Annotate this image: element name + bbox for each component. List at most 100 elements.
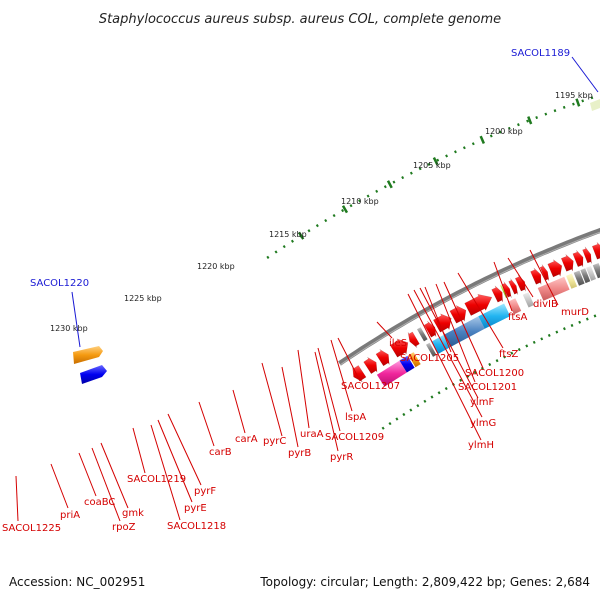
scale-tick-dot-inner (525, 344, 529, 348)
scale-tick-dot-inner (540, 337, 544, 341)
scale-tick-dot (358, 199, 362, 203)
label-ylmF: ylmF (470, 397, 494, 408)
scale-tick-dot-inner (502, 355, 506, 359)
leader-line (91, 447, 121, 522)
map-title: Staphylococcus aureus subsp. aureus COL,… (99, 12, 501, 27)
gene-block-class (522, 292, 535, 308)
label-carA: carA (235, 434, 258, 445)
scale-label-1230: 1230 kbp (50, 324, 88, 333)
gene-features (73, 99, 600, 387)
label-pyrF: pyrF (194, 486, 216, 497)
leader-line (330, 339, 353, 412)
scale-tick-dot (590, 96, 594, 100)
label-pyrE: pyrE (184, 503, 207, 514)
leader-line (261, 362, 283, 437)
scale-tick-dot (266, 255, 270, 260)
scale-tick-dot (349, 204, 353, 208)
scale-tick-dot-inner (555, 330, 559, 334)
leader-line (337, 337, 361, 382)
leader-line (78, 452, 97, 497)
gene-arrow-forward (491, 285, 503, 303)
scale-tick-dot-inner (459, 378, 463, 382)
label-sacol1200: SACOL1200 (465, 368, 524, 379)
scale-tick-dot-inner (488, 362, 492, 367)
scale-tick-dot (544, 112, 548, 116)
label-sacol1218: SACOL1218 (167, 521, 226, 532)
scale-tick-dot-inner (416, 404, 420, 408)
leader-line (493, 261, 513, 312)
scale-tick-dot-inner (585, 317, 589, 321)
gene-arrow-forward (464, 293, 493, 316)
gene-block-class (586, 266, 596, 281)
gene-block-class (399, 355, 415, 373)
scale-tick-dot (489, 134, 493, 138)
label-pyrR: pyrR (330, 452, 353, 463)
scale-tick-dot (324, 218, 328, 223)
label-coaBC: coaBC (84, 497, 115, 508)
leader-line (419, 287, 479, 399)
scale-tick-dot-inner (466, 374, 470, 378)
scale-tick-dot-inner (381, 426, 385, 430)
label-uraA: uraA (300, 429, 324, 440)
scale-tick-dot-inner (409, 408, 413, 412)
scale-tick-dot (436, 158, 440, 162)
scale-tick-dot (341, 208, 345, 213)
gene-block-class (537, 276, 570, 301)
scale-tick-dot (418, 167, 422, 171)
label-pyrB: pyrB (288, 448, 311, 459)
gene-arrow-forward (530, 267, 542, 285)
leader-line (157, 419, 193, 503)
label-sacol1225: SACOL1225 (2, 523, 61, 534)
gene-block-class (592, 263, 600, 279)
label-leader-lines (15, 56, 599, 522)
leader-line (407, 293, 482, 441)
scale-tick-major (341, 205, 349, 214)
gene-arrow-forward (547, 258, 563, 278)
label-pyrC: pyrC (263, 436, 286, 447)
scale-tick-dot-inner (593, 314, 597, 318)
scale-tick-dot (507, 126, 511, 130)
scale-tick-dot (454, 150, 457, 154)
leader-line (71, 291, 81, 348)
gene-arrow-reverse (407, 331, 420, 348)
scale-tick-dot (498, 130, 502, 134)
gene-arrow-forward (560, 254, 574, 273)
gene-arrow-forward (572, 250, 584, 268)
scale-tick-dot-inner (547, 333, 551, 337)
gene-arrow-forward (539, 264, 550, 282)
gene-block-class (478, 303, 511, 329)
gene-block-class (443, 316, 485, 347)
label-ylmH: ylmH (468, 440, 494, 451)
leader-line (100, 442, 129, 509)
scale-tick-dot-inner (395, 417, 399, 421)
gene-arrow-forward (582, 246, 592, 264)
gene-arrow-forward (423, 320, 437, 338)
leader-line (507, 257, 534, 298)
scale-tick-dot (427, 162, 431, 166)
leader-line (281, 366, 299, 448)
scale-tick-dot (409, 171, 413, 175)
scale-label-1225: 1225 kbp (124, 294, 162, 303)
scale-tick-dot (392, 180, 396, 184)
scale-tick-major (527, 116, 533, 125)
leader-line (413, 289, 483, 418)
scale-label-1215: 1215 kbp (269, 230, 307, 239)
leader-line (435, 283, 476, 383)
scale-label-1220: 1220 kbp (197, 262, 235, 271)
scale-label-1200: 1200 kbp (485, 127, 523, 136)
scale-tick-dot-inner (532, 340, 536, 344)
scale-tick-dot-inner (430, 395, 434, 399)
scale-tick-dot (535, 116, 539, 120)
scale-tick-dot (401, 176, 405, 180)
leader-line (15, 475, 19, 522)
scale-tick-dot-inner (388, 421, 392, 426)
accession-text: Accession: NC_002951 (9, 575, 145, 589)
leader-line (232, 389, 246, 434)
label-rpoZ: rpoZ (112, 522, 136, 533)
scale-tick-dot (581, 99, 585, 103)
scale-tick-major (575, 98, 581, 107)
scale-tick-dot (290, 239, 294, 243)
leader-line (317, 347, 341, 432)
scale-tick-dot (307, 229, 311, 233)
